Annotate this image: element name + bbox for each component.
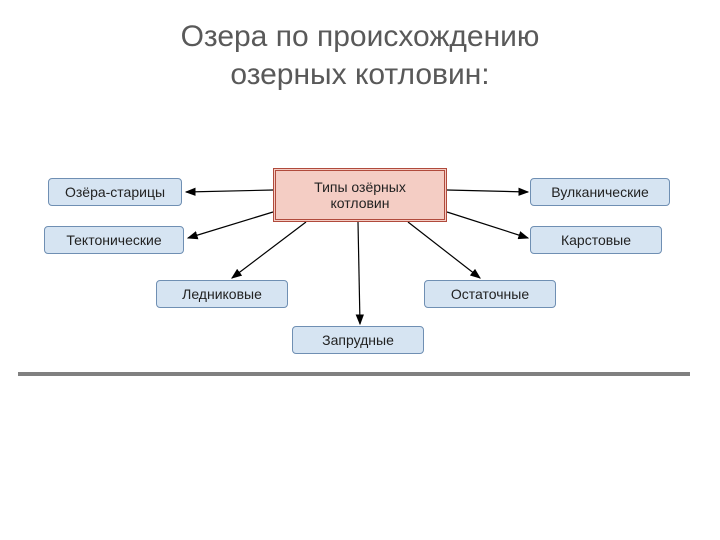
edge: [447, 212, 528, 238]
title-line2: озерных котловин:: [230, 58, 489, 91]
edge: [186, 190, 273, 192]
child-node: Карстовые: [530, 226, 662, 254]
edge: [188, 212, 273, 238]
child-node-label: Запрудные: [322, 332, 394, 348]
child-node: Запрудные: [292, 326, 424, 354]
child-node: Ледниковые: [156, 280, 288, 308]
central-node-label: Типы озёрных котловин: [314, 179, 406, 211]
child-node: Тектонические: [44, 226, 184, 254]
child-node-label: Вулканические: [551, 184, 649, 200]
child-node: Остаточные: [424, 280, 556, 308]
central-node: Типы озёрных котловин: [273, 168, 447, 222]
child-node: Озёра-старицы: [48, 178, 182, 206]
divider-rule: [18, 372, 690, 376]
page-title: Озера по происхождению озерных котловин:: [0, 18, 720, 93]
title-line1: Озера по происхождению: [181, 20, 540, 53]
child-node-label: Ледниковые: [182, 286, 262, 302]
edge: [232, 222, 306, 278]
child-node-label: Карстовые: [561, 232, 631, 248]
child-node-label: Тектонические: [66, 232, 161, 248]
edge: [408, 222, 480, 278]
edge: [358, 222, 360, 324]
edge: [447, 190, 528, 192]
child-node-label: Остаточные: [451, 286, 529, 302]
child-node: Вулканические: [530, 178, 670, 206]
child-node-label: Озёра-старицы: [65, 184, 165, 200]
